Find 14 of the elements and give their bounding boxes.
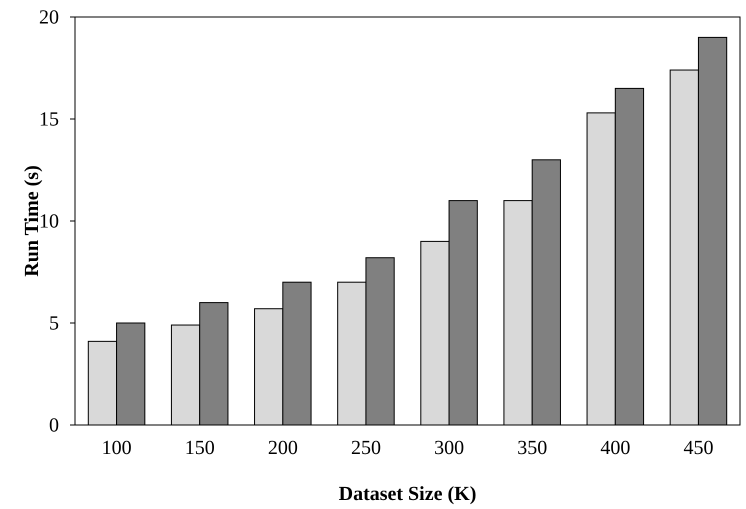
y-tick-label: 5 [49, 312, 59, 334]
x-axis-title: Dataset Size (K) [338, 483, 476, 505]
x-tick-label: 300 [434, 437, 464, 459]
x-tick-label: 450 [683, 437, 714, 459]
y-tick-label: 15 [39, 108, 59, 130]
y-tick-label: 10 [39, 210, 59, 232]
x-tick-label: 200 [268, 437, 298, 459]
y-tick-label: 0 [49, 414, 59, 436]
x-tick-label: 150 [184, 437, 215, 459]
x-tick-label: 100 [102, 437, 132, 459]
y-tick-label: 20 [39, 6, 59, 28]
x-tick-label: 350 [517, 437, 548, 459]
x-tick-label: 400 [600, 437, 630, 459]
x-tick-label: 250 [350, 437, 381, 459]
